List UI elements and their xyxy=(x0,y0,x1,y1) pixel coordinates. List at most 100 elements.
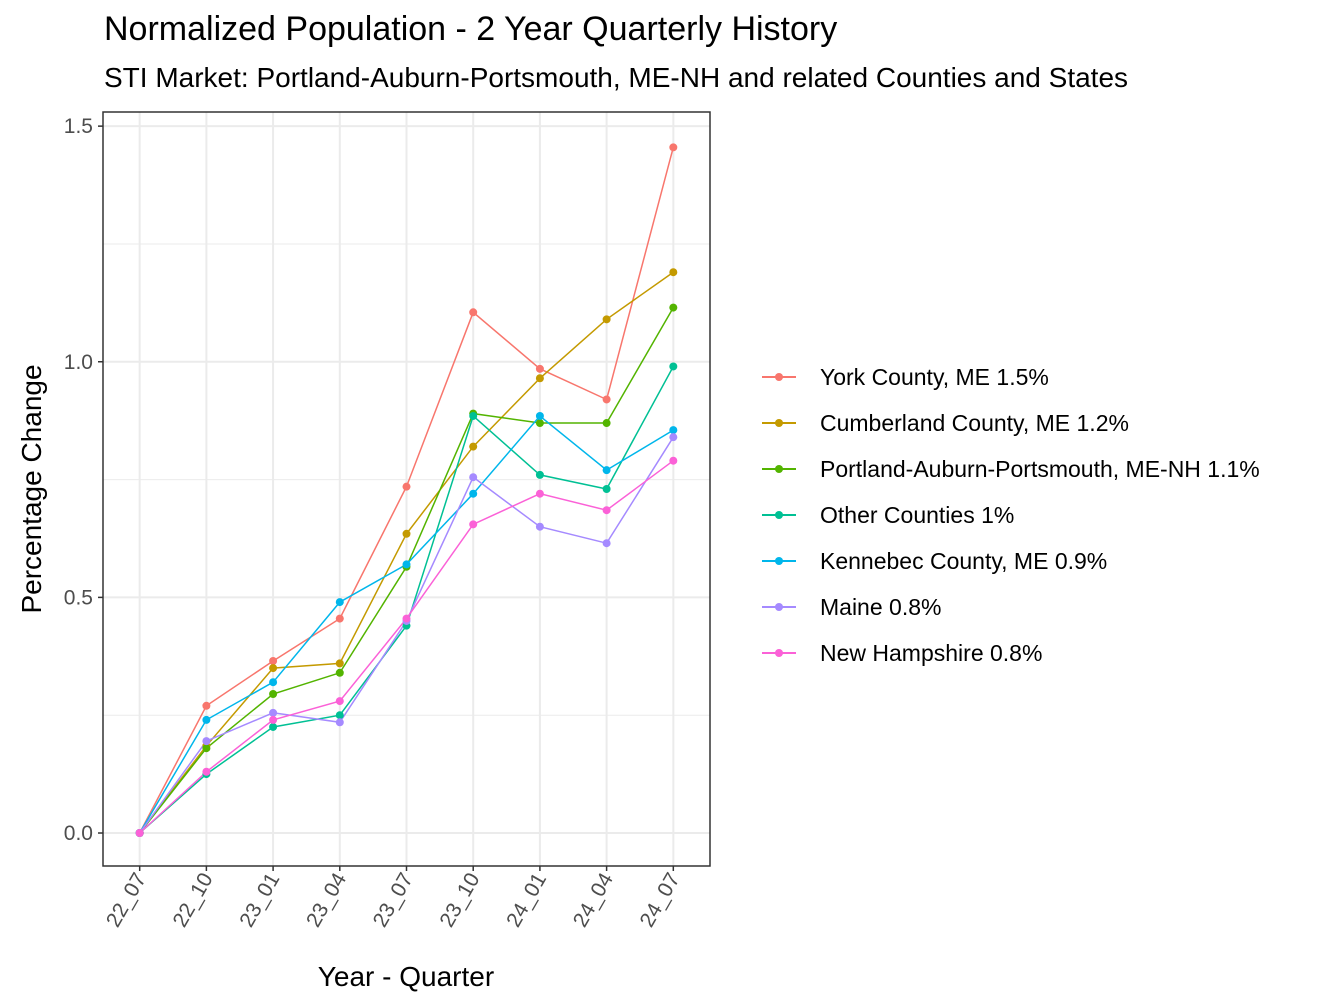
data-point xyxy=(202,737,211,746)
data-point xyxy=(535,364,544,373)
legend-key xyxy=(756,446,802,492)
data-point xyxy=(669,362,678,371)
legend-key-point xyxy=(775,511,783,519)
data-point xyxy=(602,315,611,324)
data-point xyxy=(335,711,344,720)
y-tick-label: 1.5 xyxy=(64,115,93,138)
data-point xyxy=(535,374,544,383)
data-point xyxy=(269,657,278,666)
legend-key-point xyxy=(775,373,783,381)
legend-item: Kennebec County, ME 0.9% xyxy=(756,538,1260,584)
data-point xyxy=(335,697,344,706)
legend-label: Cumberland County, ME 1.2% xyxy=(820,409,1129,436)
legend-key xyxy=(756,492,802,538)
legend-key-point xyxy=(775,649,783,657)
data-point xyxy=(402,529,411,538)
data-point xyxy=(469,473,478,482)
legend-key xyxy=(756,354,802,400)
legend-label: Other Counties 1% xyxy=(820,501,1015,528)
data-point xyxy=(669,303,678,312)
data-point xyxy=(469,308,478,317)
data-point xyxy=(535,411,544,420)
legend-item: Maine 0.8% xyxy=(756,584,1260,630)
y-tick-label: 0.5 xyxy=(64,586,93,609)
legend-item: Cumberland County, ME 1.2% xyxy=(756,400,1260,446)
legend-key xyxy=(756,400,802,446)
x-tick-label: 23_04 xyxy=(302,869,351,931)
data-point xyxy=(669,433,678,442)
grid-lines xyxy=(103,112,710,866)
x-tick-label: 23_01 xyxy=(235,869,284,931)
data-point xyxy=(402,560,411,569)
data-point xyxy=(535,489,544,498)
data-point xyxy=(602,466,611,475)
data-point xyxy=(269,715,278,724)
y-tick-label: 0.0 xyxy=(64,822,93,845)
x-axis-title: Year - Quarter xyxy=(318,961,494,992)
legend-label: Portland-Auburn-Portsmouth, ME-NH 1.1% xyxy=(820,455,1260,482)
legend-key xyxy=(756,630,802,676)
legend-item: Portland-Auburn-Portsmouth, ME-NH 1.1% xyxy=(756,446,1260,492)
data-point xyxy=(202,715,211,724)
data-point xyxy=(602,419,611,428)
data-point xyxy=(535,522,544,531)
data-point xyxy=(602,485,611,493)
legend-label: New Hampshire 0.8% xyxy=(820,639,1043,666)
legend-label: Maine 0.8% xyxy=(820,593,942,620)
data-point xyxy=(602,539,611,548)
x-tick-label: 22_10 xyxy=(169,869,218,931)
legend-item: New Hampshire 0.8% xyxy=(756,630,1260,676)
data-point xyxy=(469,442,478,451)
data-point xyxy=(469,489,478,498)
data-point xyxy=(335,668,344,677)
data-point xyxy=(402,482,411,491)
data-point xyxy=(269,708,278,717)
data-point xyxy=(135,829,144,838)
data-point xyxy=(202,744,211,753)
data-point xyxy=(669,143,678,152)
data-point xyxy=(602,395,611,404)
data-point xyxy=(402,614,411,623)
data-point xyxy=(335,598,344,607)
data-point xyxy=(669,456,678,465)
legend-key xyxy=(756,584,802,630)
data-point xyxy=(669,426,678,435)
legend-label: Kennebec County, ME 0.9% xyxy=(820,547,1108,574)
legend-key-point xyxy=(775,419,783,427)
x-tick-label: 24_04 xyxy=(569,869,618,931)
chart-title: Normalized Population - 2 Year Quarterly… xyxy=(104,10,838,48)
legend-key-point xyxy=(775,603,783,611)
data-point xyxy=(469,520,478,529)
legend: York County, ME 1.5% Cumberland County, M… xyxy=(756,354,1260,676)
y-axis-title: Percentage Change xyxy=(16,364,47,613)
data-point xyxy=(335,614,344,623)
data-point xyxy=(202,767,211,776)
legend-key-point xyxy=(775,465,783,473)
x-tick-label: 23_07 xyxy=(369,869,418,931)
data-point xyxy=(269,722,278,731)
data-point xyxy=(202,701,211,710)
legend-key xyxy=(756,538,802,584)
data-point xyxy=(335,718,344,727)
y-tick-label: 1.0 xyxy=(64,351,93,374)
legend-key-point xyxy=(775,557,783,565)
data-point xyxy=(602,506,611,515)
data-point xyxy=(469,411,478,420)
data-point xyxy=(269,689,278,698)
x-tick-label: 24_01 xyxy=(502,869,551,931)
legend-item: Other Counties 1% xyxy=(756,492,1260,538)
x-tick-label: 24_07 xyxy=(636,869,685,931)
legend-label: York County, ME 1.5% xyxy=(820,363,1049,390)
data-point xyxy=(269,678,278,687)
x-tick-label: 23_10 xyxy=(435,869,484,931)
x-tick-label: 22_07 xyxy=(102,869,151,931)
series-lines xyxy=(135,143,678,838)
data-point xyxy=(269,664,278,673)
data-point xyxy=(535,470,544,479)
data-point xyxy=(535,419,544,428)
data-point xyxy=(669,268,678,277)
legend-item: York County, ME 1.5% xyxy=(756,354,1260,400)
chart-subtitle: STI Market: Portland-Auburn-Portsmouth, … xyxy=(104,62,1129,93)
data-point xyxy=(335,659,344,668)
